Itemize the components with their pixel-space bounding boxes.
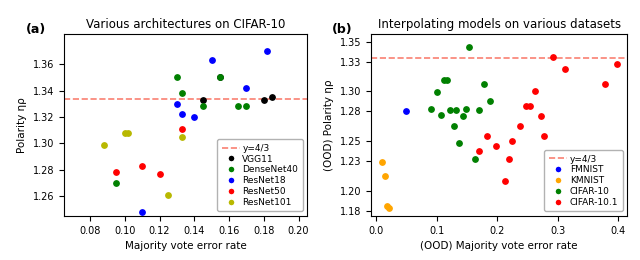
Point: [548, 55, 559, 59]
Point: [500, 179, 510, 183]
Point: [111, 170, 121, 174]
Point: [426, 107, 436, 112]
Point: [445, 108, 456, 113]
Point: [198, 104, 208, 108]
Point: [431, 90, 442, 95]
Point: [177, 112, 188, 116]
Point: [241, 104, 252, 108]
Point: [449, 124, 459, 128]
Point: [482, 134, 492, 138]
Point: [612, 62, 622, 66]
Point: [259, 98, 269, 102]
Title: Interpolating models on various datasets: Interpolating models on various datasets: [378, 18, 621, 31]
Point: [189, 115, 200, 119]
Point: [177, 91, 188, 95]
Point: [215, 75, 225, 79]
Point: [560, 67, 570, 71]
Point: [491, 144, 501, 148]
Point: [436, 113, 447, 118]
Legend: y=4/3, VGG11, DenseNet40, ResNet18, ResNet50, ResNet101: y=4/3, VGG11, DenseNet40, ResNet18, ResN…: [217, 139, 303, 211]
Point: [177, 135, 188, 139]
Point: [137, 210, 147, 214]
Point: [525, 104, 536, 108]
Point: [470, 157, 480, 161]
Point: [454, 141, 464, 145]
Point: [232, 104, 243, 108]
Point: [484, 99, 495, 103]
Point: [154, 172, 164, 176]
Legend: y=4/3, FMNIST, KMNIST, CIFAR-10, CIFAR-10.1: y=4/3, FMNIST, KMNIST, CIFAR-10, CIFAR-1…: [545, 150, 623, 211]
Point: [163, 193, 173, 197]
Point: [177, 127, 188, 131]
Point: [207, 58, 217, 62]
Point: [111, 181, 121, 185]
Point: [479, 81, 489, 86]
Text: (b): (b): [332, 23, 352, 36]
Point: [137, 164, 147, 168]
Point: [439, 77, 449, 82]
Point: [474, 149, 484, 153]
Point: [99, 142, 109, 147]
Y-axis label: Polarity ηρ: Polarity ηρ: [17, 97, 28, 153]
Point: [401, 109, 412, 113]
Point: [198, 98, 208, 102]
Point: [262, 49, 273, 53]
Point: [377, 160, 387, 164]
Point: [515, 124, 525, 128]
Point: [241, 86, 252, 90]
X-axis label: Majority vote error rate: Majority vote error rate: [125, 241, 246, 251]
Point: [600, 81, 610, 86]
Point: [536, 114, 546, 118]
Point: [172, 102, 182, 106]
Point: [530, 89, 540, 94]
Y-axis label: (OOD) Polarity ηρ: (OOD) Polarity ηρ: [324, 79, 334, 171]
Point: [451, 108, 461, 113]
Point: [458, 114, 468, 118]
Point: [123, 131, 133, 135]
Text: (a): (a): [26, 23, 47, 36]
Point: [539, 134, 549, 138]
Point: [382, 204, 392, 208]
Point: [120, 131, 130, 135]
Point: [521, 104, 531, 108]
Point: [380, 174, 390, 178]
Point: [384, 206, 394, 210]
Point: [172, 75, 182, 79]
Point: [507, 139, 517, 143]
Point: [268, 95, 278, 99]
Point: [504, 157, 515, 161]
Point: [461, 107, 471, 112]
Title: Various architectures on CIFAR-10: Various architectures on CIFAR-10: [86, 18, 285, 31]
Point: [474, 108, 484, 113]
Point: [442, 77, 452, 82]
X-axis label: (OOD) Majority vote error rate: (OOD) Majority vote error rate: [420, 241, 578, 251]
Point: [215, 75, 225, 79]
Point: [463, 45, 474, 49]
